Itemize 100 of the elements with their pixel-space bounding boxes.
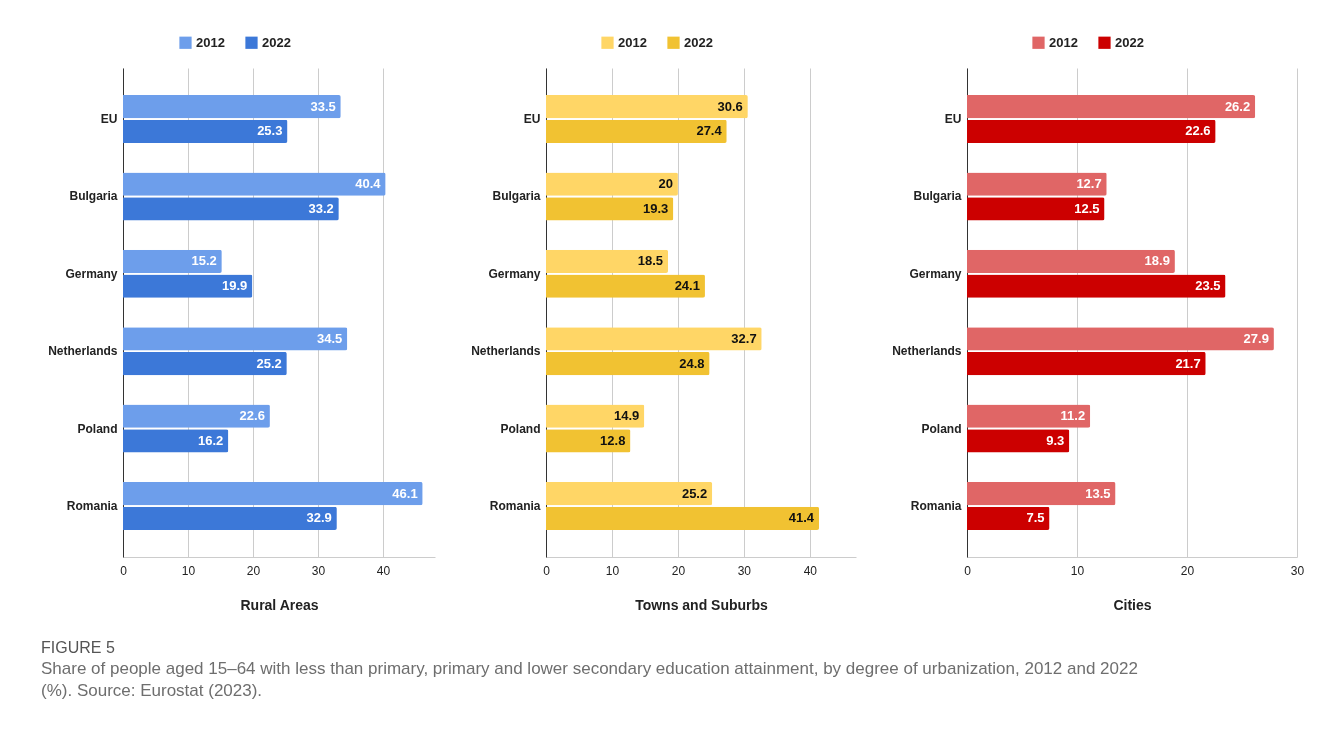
y-tick-label: Poland: [500, 421, 541, 436]
bar: [546, 481, 713, 506]
x-tick-label: 0: [543, 563, 551, 578]
bar: [123, 481, 423, 506]
data-label: 25.3: [257, 123, 283, 139]
bar: [967, 506, 1050, 530]
x-tick-label: 0: [120, 563, 128, 578]
bar: [546, 172, 678, 196]
x-tick-label: 0: [964, 563, 972, 578]
data-label: 14.9: [613, 408, 640, 424]
data-label: 27.4: [696, 123, 723, 139]
y-tick-label: Romania: [910, 498, 962, 513]
y-tick-label: EU: [523, 112, 541, 127]
legend-label: 2022: [1115, 34, 1144, 50]
data-label: 24.8: [679, 355, 705, 371]
bar: [123, 249, 222, 274]
bar: [967, 172, 1107, 196]
legend-label: 2012: [1049, 34, 1078, 50]
x-tick-label: 30: [737, 563, 752, 578]
bar: [967, 327, 1274, 351]
x-tick-label: 20: [671, 563, 686, 578]
x-tick-label: 10: [605, 563, 620, 578]
y-tick-label: Germany: [909, 266, 962, 281]
bar: [546, 274, 705, 298]
x-axis-title: Towns and Suburbs: [635, 596, 769, 613]
data-label: 24.1: [674, 278, 700, 294]
data-label: 16.2: [197, 432, 224, 448]
bar: [546, 351, 710, 376]
data-label: 22.6: [1185, 123, 1211, 139]
x-tick-label: 40: [376, 563, 391, 578]
data-label: 27.9: [1243, 330, 1269, 346]
data-label: 25.2: [681, 485, 708, 501]
data-label: 33.2: [308, 200, 334, 216]
text: FIGURE 5: [41, 639, 115, 656]
bar: [123, 95, 341, 119]
bar: [967, 351, 1206, 376]
data-label: 33.5: [310, 98, 336, 114]
data-label: 12.5: [1074, 200, 1100, 216]
y-tick-label: Netherlands: [892, 344, 962, 359]
y-tick-label: Bulgaria: [492, 189, 541, 204]
legend-label: 2012: [618, 34, 647, 50]
bar: [123, 119, 288, 144]
x-tick-label: 30: [1290, 563, 1305, 578]
data-label: 13.5: [1085, 485, 1111, 501]
data-label: 41.4: [788, 510, 815, 526]
data-label: 46.1: [392, 485, 418, 501]
y-tick-label: Poland: [921, 421, 962, 436]
y-tick-label: Poland: [77, 421, 118, 436]
bar: [967, 429, 1070, 453]
data-label: 11.2: [1060, 408, 1086, 424]
data-label: 34.5: [316, 330, 343, 346]
data-label: 19.9: [222, 278, 248, 294]
y-tick-label: Germany: [488, 266, 541, 281]
x-axis-title: Cities: [1113, 596, 1152, 613]
y-tick-label: Netherlands: [48, 344, 118, 359]
bar: [123, 327, 348, 351]
bar: [967, 274, 1226, 298]
x-axis-title: Rural Areas: [240, 596, 319, 613]
legend-label: 2022: [684, 34, 713, 50]
text: Share of people aged 15–64 with less than primary, primary and lower secondary education attainment, by degree of urbanization, 2012 and 2022 (%). Source: Eurostat (2023).: [41, 659, 1138, 700]
bar: [967, 481, 1116, 506]
bar: [123, 506, 337, 530]
bar: [546, 327, 762, 351]
data-label: 15.2: [191, 253, 217, 269]
bar: [967, 404, 1091, 428]
data-label: 22.6: [239, 408, 265, 424]
bar: [546, 249, 669, 274]
data-label: 32.7: [731, 330, 757, 346]
y-tick-label: Bulgaria: [69, 189, 118, 204]
bar: [967, 119, 1216, 144]
bar: [123, 404, 270, 428]
y-tick-label: Netherlands: [471, 344, 541, 359]
data-label: 32.9: [306, 510, 332, 526]
bar: [123, 351, 287, 376]
x-tick-label: 20: [1180, 563, 1195, 578]
data-label: 12.7: [1076, 176, 1102, 192]
data-label: 12.8: [600, 432, 626, 448]
y-tick-label: Romania: [489, 498, 541, 513]
bar: [546, 119, 727, 144]
data-label: 19.3: [642, 200, 669, 216]
y-tick-label: Bulgaria: [913, 189, 962, 204]
bar: [123, 197, 339, 221]
y-tick-label: Germany: [65, 266, 118, 281]
data-label: 7.5: [1026, 510, 1045, 526]
y-tick-label: EU: [944, 112, 962, 127]
data-label: 21.7: [1175, 355, 1201, 371]
y-tick-label: EU: [100, 112, 118, 127]
data-label: 40.4: [355, 176, 382, 192]
x-tick-label: 40: [803, 563, 818, 578]
data-label: 18.5: [637, 253, 664, 269]
x-tick-label: 20: [246, 563, 261, 578]
y-tick-label: Romania: [66, 498, 118, 513]
data-label: 26.2: [1224, 98, 1251, 114]
legend-label: 2012: [196, 34, 225, 50]
x-tick-label: 10: [181, 563, 196, 578]
data-label: 25.2: [256, 355, 282, 371]
bar: [967, 249, 1175, 274]
legend-label: 2022: [262, 34, 291, 50]
data-label: 30.6: [717, 98, 743, 114]
x-tick-label: 30: [311, 563, 326, 578]
